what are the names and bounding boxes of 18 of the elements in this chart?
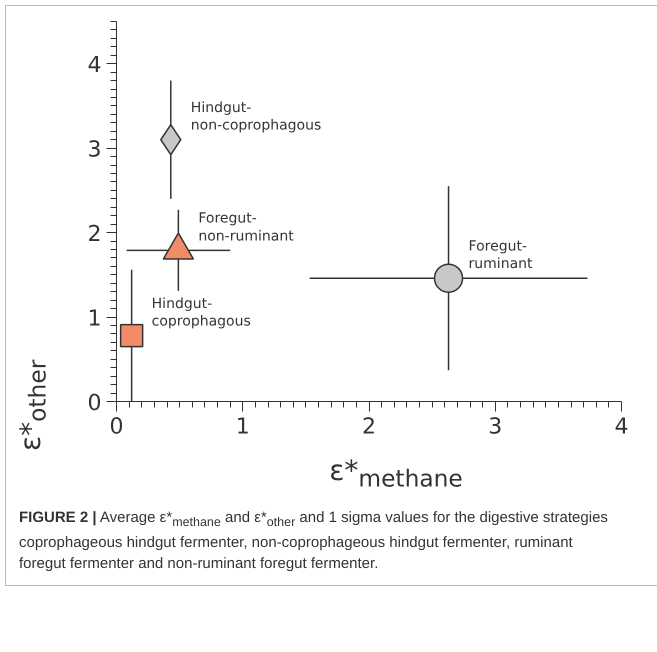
caption: FIGURE 2 | Average ε*$_{methane}$ and ε*$_{other}$ and 1 sigma values for the digestive strategies coprophageous hindgut fermenter, non-coprophageous hindgut fermenter, ruminant foregut fermenter and non-ruminant foregut fermenter. bbox=[19, 508, 609, 574]
x-tick-label: 0 bbox=[110, 414, 124, 440]
y-tick-label: 0 bbox=[88, 391, 102, 416]
series-label: Foregut-ruminant bbox=[468, 238, 534, 272]
x-tick-label: 3 bbox=[488, 414, 502, 440]
point bbox=[434, 263, 464, 293]
series-label: Foregut-non-ruminant bbox=[198, 210, 294, 244]
x-tick-label: 4 bbox=[614, 414, 628, 440]
x-tick-label: 1 bbox=[236, 414, 250, 440]
series-label: Hindgut-non-coprophagous bbox=[190, 100, 322, 134]
x-tick-label: 2 bbox=[362, 414, 376, 440]
y-tick-label: 3 bbox=[88, 138, 102, 163]
point bbox=[120, 324, 144, 348]
y-tick-label: 4 bbox=[88, 53, 102, 78]
y-tick-label: 1 bbox=[88, 306, 102, 332]
x-axis-title: ε*$_{methane}$ bbox=[329, 453, 463, 495]
y-tick-label: 2 bbox=[88, 222, 102, 248]
series-label: Hindgut-coprophagous bbox=[152, 296, 251, 330]
